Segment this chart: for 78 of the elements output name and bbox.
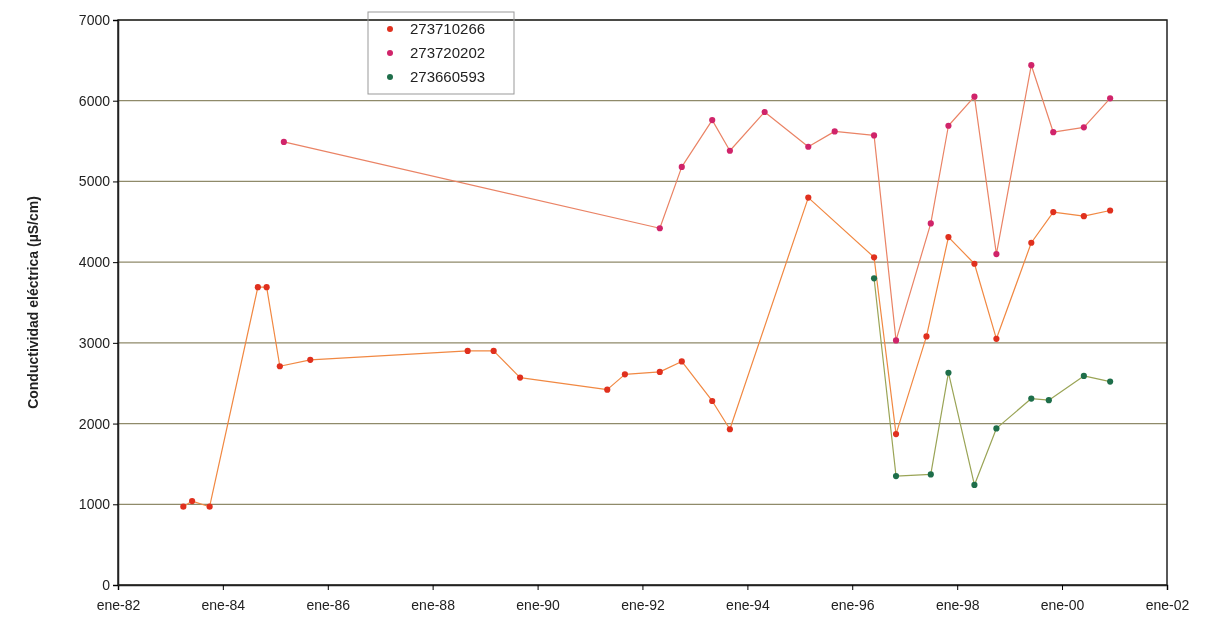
y-tick-label: 7000 (78, 11, 111, 28)
point (971, 260, 978, 267)
point (993, 425, 1000, 432)
point (709, 117, 716, 124)
point (945, 369, 952, 376)
x-tick-label: ene-98 (935, 596, 980, 613)
point (993, 250, 1000, 258)
point (892, 472, 900, 480)
point (993, 335, 1000, 342)
point (516, 374, 524, 381)
point (604, 386, 611, 393)
point (726, 147, 733, 154)
point (1028, 239, 1035, 246)
point (945, 234, 952, 241)
point (1080, 124, 1087, 131)
point (870, 132, 878, 139)
point (656, 225, 663, 232)
point (263, 284, 270, 291)
point (1028, 62, 1035, 69)
point (1050, 129, 1057, 136)
point (831, 128, 838, 135)
point (927, 220, 934, 227)
point (927, 471, 934, 478)
point (1045, 397, 1052, 404)
point (656, 368, 663, 375)
point (870, 275, 878, 282)
x-tick-label: ene-92 (621, 596, 665, 613)
y-tick-label: 3000 (78, 334, 111, 351)
point (971, 481, 978, 488)
point (945, 122, 952, 129)
x-tick-label: ene-00 (1040, 596, 1085, 613)
legend-label: 273720202 (410, 44, 486, 61)
point (892, 337, 900, 344)
point (870, 254, 878, 261)
x-tick-label: ene-82 (96, 596, 141, 613)
point (709, 397, 716, 405)
point (206, 503, 213, 510)
point (180, 503, 187, 510)
point (1080, 372, 1087, 380)
point (761, 108, 768, 116)
y-tick-label: 1000 (78, 496, 111, 513)
y-tick-label: 4000 (78, 254, 111, 271)
point (276, 363, 283, 370)
point (923, 333, 930, 340)
legend-label: 273660593 (410, 68, 486, 85)
y-tick-label: 2000 (78, 415, 111, 432)
point (307, 356, 314, 363)
point (1107, 378, 1114, 385)
point (805, 194, 812, 201)
x-tick-label: ene-02 (1145, 596, 1190, 613)
point (971, 93, 978, 100)
point (621, 371, 628, 378)
x-tick-label: ene-88 (411, 596, 456, 613)
point (678, 358, 685, 365)
y-tick-label: 5000 (78, 173, 111, 190)
point (892, 430, 900, 438)
legend-label: 273710266 (410, 20, 486, 37)
x-tick-label: ene-94 (726, 596, 770, 613)
point (1028, 395, 1035, 402)
y-tick-label: 0 (102, 576, 111, 593)
point (189, 497, 196, 505)
x-tick-label: ene-84 (201, 596, 246, 613)
point (726, 426, 733, 433)
point (1050, 209, 1057, 216)
point (280, 138, 287, 145)
point (490, 347, 497, 355)
y-tick-label: 6000 (78, 92, 111, 109)
x-tick-label: ene-86 (306, 596, 351, 613)
x-tick-label: ene-96 (830, 596, 875, 613)
y-axis-title: Conductividad eléctrica (µS/cm) (25, 196, 41, 409)
point (464, 347, 471, 355)
point (254, 284, 261, 291)
point (1107, 95, 1114, 102)
point (805, 143, 812, 150)
point (1080, 213, 1087, 220)
point (678, 163, 685, 170)
point (1107, 207, 1114, 214)
x-tick-label: ene-90 (516, 596, 561, 613)
